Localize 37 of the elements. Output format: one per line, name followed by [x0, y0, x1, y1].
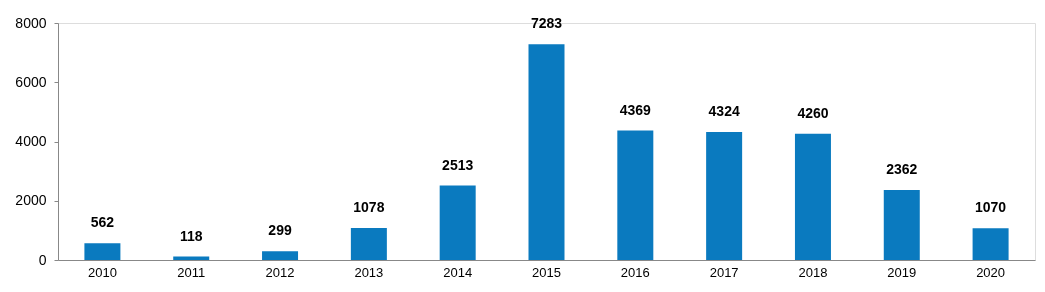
y-tick-label: 2000	[15, 192, 47, 209]
x-tick-label: 2011	[177, 264, 206, 280]
bar	[972, 228, 1009, 260]
data-label: 299	[268, 222, 292, 239]
data-label: 2513	[442, 156, 474, 173]
x-tick-label: 2013	[354, 264, 384, 280]
bar	[350, 228, 387, 260]
x-tick-label: 2014	[443, 264, 473, 280]
data-label: 118	[179, 227, 203, 244]
x-tick-label: 2010	[87, 264, 117, 280]
y-tick-label: 6000	[15, 73, 47, 90]
data-label: 2362	[886, 161, 918, 178]
bar	[439, 185, 476, 260]
data-label: 1078	[353, 199, 385, 216]
x-tick-label: 2018	[798, 264, 828, 280]
bar	[84, 243, 121, 260]
data-label: 562	[90, 214, 115, 231]
x-tick-label: 2012	[265, 264, 295, 280]
x-tick-label: 2017	[709, 264, 739, 280]
data-label: 1070	[975, 199, 1007, 216]
x-tick-label: 2019	[887, 264, 917, 280]
bar	[262, 251, 299, 260]
x-tick-label: 2016	[620, 264, 650, 280]
x-tick-label: 2020	[976, 264, 1006, 280]
bar	[794, 133, 831, 260]
data-label: 4324	[708, 102, 740, 119]
bar	[528, 44, 565, 260]
data-label: 7283	[530, 15, 563, 32]
bar	[617, 130, 654, 260]
data-label: 4369	[619, 101, 652, 118]
data-label: 4260	[797, 104, 829, 121]
bar	[706, 131, 743, 260]
y-tick-label: 0	[38, 251, 47, 268]
x-tick-label: 2015	[532, 264, 561, 280]
y-tick-label: 4000	[15, 133, 47, 149]
y-tick-label: 8000	[15, 14, 47, 31]
bar	[883, 190, 920, 260]
